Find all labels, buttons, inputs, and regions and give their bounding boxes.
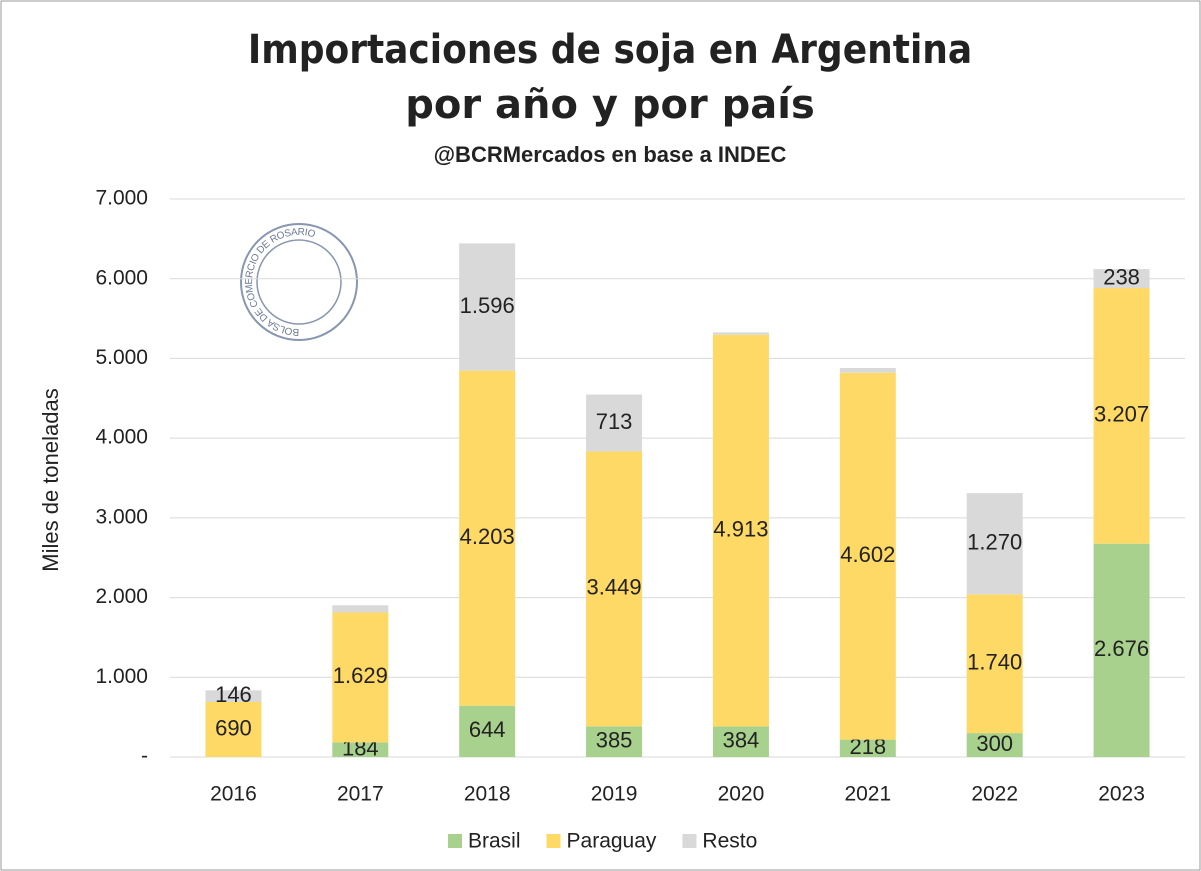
y-tick-label: 3.000: [95, 505, 148, 528]
chart-title-line2: por año y por país: [405, 82, 815, 128]
legend-swatch: [546, 834, 561, 848]
data-label: 3.207: [1094, 402, 1149, 427]
bar-segment: [586, 726, 643, 757]
x-tick-label: 2021: [844, 783, 891, 806]
bar-segment: [459, 705, 516, 757]
bar-segment: [586, 394, 643, 452]
legend-swatch: [682, 834, 697, 848]
y-tick-label: 1.000: [95, 665, 148, 688]
bar-segment: [1093, 288, 1150, 544]
bar-segment: [712, 334, 769, 727]
bar-segment: [839, 367, 896, 373]
x-tick-label: 2017: [337, 783, 384, 806]
y-tick-label: -: [141, 745, 148, 768]
bar-segment: [586, 451, 643, 727]
bar-segment: [966, 733, 1023, 757]
data-label: 1.740: [967, 650, 1022, 675]
data-label: 300: [976, 731, 1013, 756]
data-label: 4.913: [713, 516, 768, 541]
bar-segment: [1093, 269, 1150, 289]
bar-segment: [712, 332, 769, 335]
x-tick-label: 2016: [210, 783, 257, 806]
data-label: 385: [596, 727, 633, 752]
data-label: 713: [596, 409, 633, 434]
data-label: 3.449: [587, 575, 642, 600]
data-label: 2.676: [1094, 636, 1149, 661]
bar-segment: [966, 493, 1023, 595]
chart-title: Importaciones de soja en Argentina: [248, 27, 972, 73]
y-axis-label: Miles de toneladas: [38, 388, 63, 571]
x-tick-label: 2022: [971, 783, 1018, 806]
y-tick-label: 5.000: [95, 346, 148, 369]
legend-label: Paraguay: [567, 830, 657, 853]
data-label: 644: [469, 717, 506, 742]
data-label: 1.629: [333, 663, 388, 688]
y-tick-label: 6.000: [95, 266, 148, 289]
x-tick-label: 2020: [718, 783, 765, 806]
chart-subtitle: @BCRMercados en base a INDEC: [434, 142, 787, 167]
bar-segment: [332, 605, 389, 613]
x-tick-label: 2018: [464, 783, 511, 806]
data-label: 1.596: [460, 293, 515, 318]
x-tick-label: 2019: [591, 783, 638, 806]
data-label: 4.203: [460, 524, 515, 549]
data-label: 1.270: [967, 530, 1022, 555]
data-label: 4.602: [840, 542, 895, 567]
bar-segment: [205, 690, 262, 702]
bar-segment: [839, 372, 896, 740]
legend-label: Resto: [702, 830, 757, 853]
bar-segment: [712, 726, 769, 757]
bar-segment: [966, 594, 1023, 734]
y-tick-label: 2.000: [95, 585, 148, 608]
bar-segment: [332, 612, 389, 743]
y-tick-label: 7.000: [95, 187, 148, 210]
bar-segment: [839, 739, 896, 757]
data-label: 238: [1103, 264, 1140, 289]
x-tick-label: 2023: [1098, 783, 1145, 806]
data-label: 384: [723, 728, 760, 753]
bar-segment: [1093, 543, 1150, 757]
bar-segment: [205, 701, 262, 757]
data-label: 146: [215, 682, 252, 707]
data-label: 690: [215, 715, 252, 740]
bar-segment: [459, 243, 516, 371]
legend-label: Brasil: [468, 830, 521, 853]
legend-swatch: [448, 834, 462, 848]
bar-segment: [459, 370, 516, 706]
y-tick-label: 4.000: [95, 426, 148, 449]
bar-segment: [332, 742, 389, 757]
